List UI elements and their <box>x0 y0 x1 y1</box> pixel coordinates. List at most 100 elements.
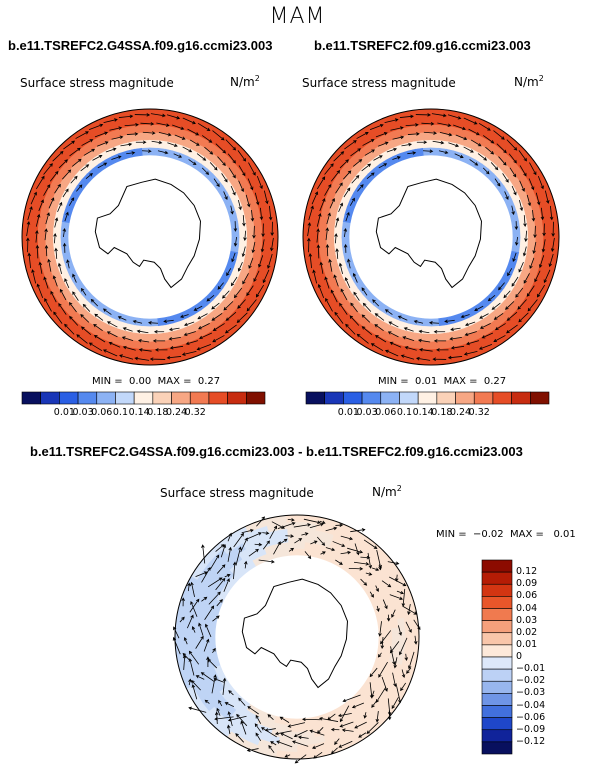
colorbar-2-tick-label: 0.18 <box>431 407 453 418</box>
colorbar-3-tick-label: 0.04 <box>516 602 538 614</box>
colorbar-2-swatch <box>343 391 363 405</box>
panel-1-minmax: MIN = 0.00 MAX = 0.27 <box>92 376 221 387</box>
colorbar-3-tick-label: 0.12 <box>516 566 538 578</box>
season-title: MAM <box>269 4 326 29</box>
colorbar-2-tick-label: 0.1 <box>396 407 412 418</box>
panel-3-units: N/m2 <box>372 484 402 499</box>
panel-1-map-antarctica-coastline <box>94 178 201 289</box>
colorbar-1-tick-label: 0.32 <box>184 407 206 418</box>
colorbar-1-swatch <box>40 391 60 405</box>
panel-3-map-group <box>172 514 421 764</box>
panel-2-units: N/m2 <box>514 74 544 89</box>
colorbar-2-swatch <box>530 391 550 405</box>
colorbar-2-swatch <box>305 391 325 405</box>
colorbar-2-swatch <box>455 391 475 405</box>
colorbar-1-swatch <box>96 391 116 405</box>
colorbar-2-swatch <box>492 391 512 405</box>
colorbar-3-tick-label: −0.02 <box>516 675 546 687</box>
colorbar-3-tick-label: −0.03 <box>516 687 546 699</box>
colorbar-3-tick-label: 0.02 <box>516 626 538 638</box>
colorbar-2-tick-label: 0.01 <box>337 407 359 418</box>
colorbar-3 <box>481 559 513 755</box>
colorbar-1-tick-label: 0.24 <box>165 407 188 418</box>
colorbar-1-swatch <box>171 391 191 405</box>
panel-3-variable-label: Surface stress magnitude <box>160 486 314 500</box>
colorbar-3-tick-label: −0.12 <box>516 735 546 747</box>
colorbar-1-tick-label: 0.03 <box>72 407 94 418</box>
colorbar-1-tick-label: 0.01 <box>53 407 75 418</box>
colorbar-3-swatch <box>481 729 513 743</box>
colorbar-1-swatch <box>208 391 228 405</box>
colorbar-2-swatch <box>473 391 494 405</box>
panel-2-map-antarctica-coastline <box>375 178 482 289</box>
panel-3-map-boundary <box>174 514 420 760</box>
colorbar-3-tick-label: −0.04 <box>516 699 546 711</box>
panel-2-map-boundary <box>302 108 560 366</box>
panel-2-minmax: MIN = 0.01 MAX = 0.27 <box>378 376 507 387</box>
colorbar-1-tick-label: 0.06 <box>91 407 113 418</box>
panel-2-variable-label: Surface stress magnitude <box>302 76 456 90</box>
colorbar-1-tick-label: 0.18 <box>147 407 169 418</box>
colorbar-3-swatch <box>481 656 513 670</box>
panel-2-title: b.e11.TSREFC2.f09.g16.ccmi23.003 <box>314 38 531 53</box>
colorbar-3-swatch <box>481 668 513 682</box>
colorbar-2-tick-label: 0.24 <box>449 407 472 418</box>
colorbar-1-swatch <box>21 391 41 405</box>
panel-1-map-wind-vectors <box>26 113 274 361</box>
colorbar-2 <box>305 391 550 405</box>
panel-2-map-wind-vectors <box>307 113 555 361</box>
colorbar-1-swatch <box>59 391 79 405</box>
panel-1-variable-label: Surface stress magnitude <box>20 76 174 90</box>
panel-3-map-antarctica-coastline <box>241 578 348 689</box>
colorbar-3-tick-label: 0 <box>516 651 523 662</box>
colorbar-1-swatch <box>115 391 135 405</box>
colorbar-3-swatch <box>481 717 513 731</box>
colorbar-3-swatch <box>481 559 513 573</box>
panel-3-title: b.e11.TSREFC2.G4SSA.f09.g16.ccmi23.003 -… <box>30 444 523 459</box>
colorbar-3-swatch <box>481 583 513 597</box>
colorbar-3-swatch <box>481 608 513 621</box>
panel-3-map-wind-vectors <box>172 516 421 764</box>
panel-1-map-boundary <box>21 108 279 366</box>
colorbar-3-swatch <box>481 741 513 755</box>
colorbar-3-tick-label: −0.01 <box>516 663 546 675</box>
colorbar-1-tick-label: 0.14 <box>128 407 150 418</box>
colorbar-3-swatch <box>481 620 513 634</box>
colorbar-1-swatch <box>246 391 266 405</box>
colorbar-3-swatch <box>481 680 513 694</box>
colorbar-1-swatch <box>77 391 98 405</box>
colorbar-2-tick-label: 0.03 <box>356 407 378 418</box>
colorbar-1-tick-label: 0.1 <box>112 407 128 418</box>
colorbar-2-swatch <box>436 391 456 405</box>
panel-3-minmax: MIN = −0.02 MAX = 0.01 <box>436 529 576 540</box>
colorbar-2-swatch <box>324 391 344 405</box>
colorbar-3-swatch <box>481 632 513 646</box>
colorbar-2-tick-label: 0.06 <box>375 407 397 418</box>
colorbar-2-swatch <box>417 391 438 405</box>
colorbar-3-tick-label: −0.06 <box>516 711 546 723</box>
colorbar-3-tick-label: 0.01 <box>516 638 538 650</box>
colorbar-3-tick-label: −0.09 <box>516 723 546 735</box>
colorbar-2-tick-label: 0.32 <box>468 407 490 418</box>
colorbar-2-swatch <box>511 391 531 405</box>
colorbar-1-swatch <box>152 391 172 405</box>
panel-1-map-group <box>21 108 279 366</box>
colorbar-1-swatch <box>133 391 154 405</box>
colorbar-3-swatch <box>481 705 513 718</box>
colorbar-3-swatch <box>481 644 513 658</box>
colorbar-2-swatch <box>361 391 382 405</box>
colorbar-3-swatch <box>481 596 513 609</box>
panel-2-map-group <box>302 108 560 366</box>
colorbar-3-tick-label: 0.03 <box>516 614 538 626</box>
colorbar-2-swatch <box>380 391 400 405</box>
colorbar-3-swatch <box>481 571 513 585</box>
panel-1-title: b.e11.TSREFC2.G4SSA.f09.g16.ccmi23.003 <box>8 38 273 53</box>
colorbar-1 <box>21 391 266 405</box>
colorbar-1-swatch <box>189 391 210 405</box>
colorbar-2-swatch <box>399 391 419 405</box>
colorbar-1-swatch <box>227 391 247 405</box>
colorbar-3-swatch <box>481 693 513 706</box>
colorbar-2-tick-label: 0.14 <box>412 407 434 418</box>
panel-1-units: N/m2 <box>230 74 260 89</box>
